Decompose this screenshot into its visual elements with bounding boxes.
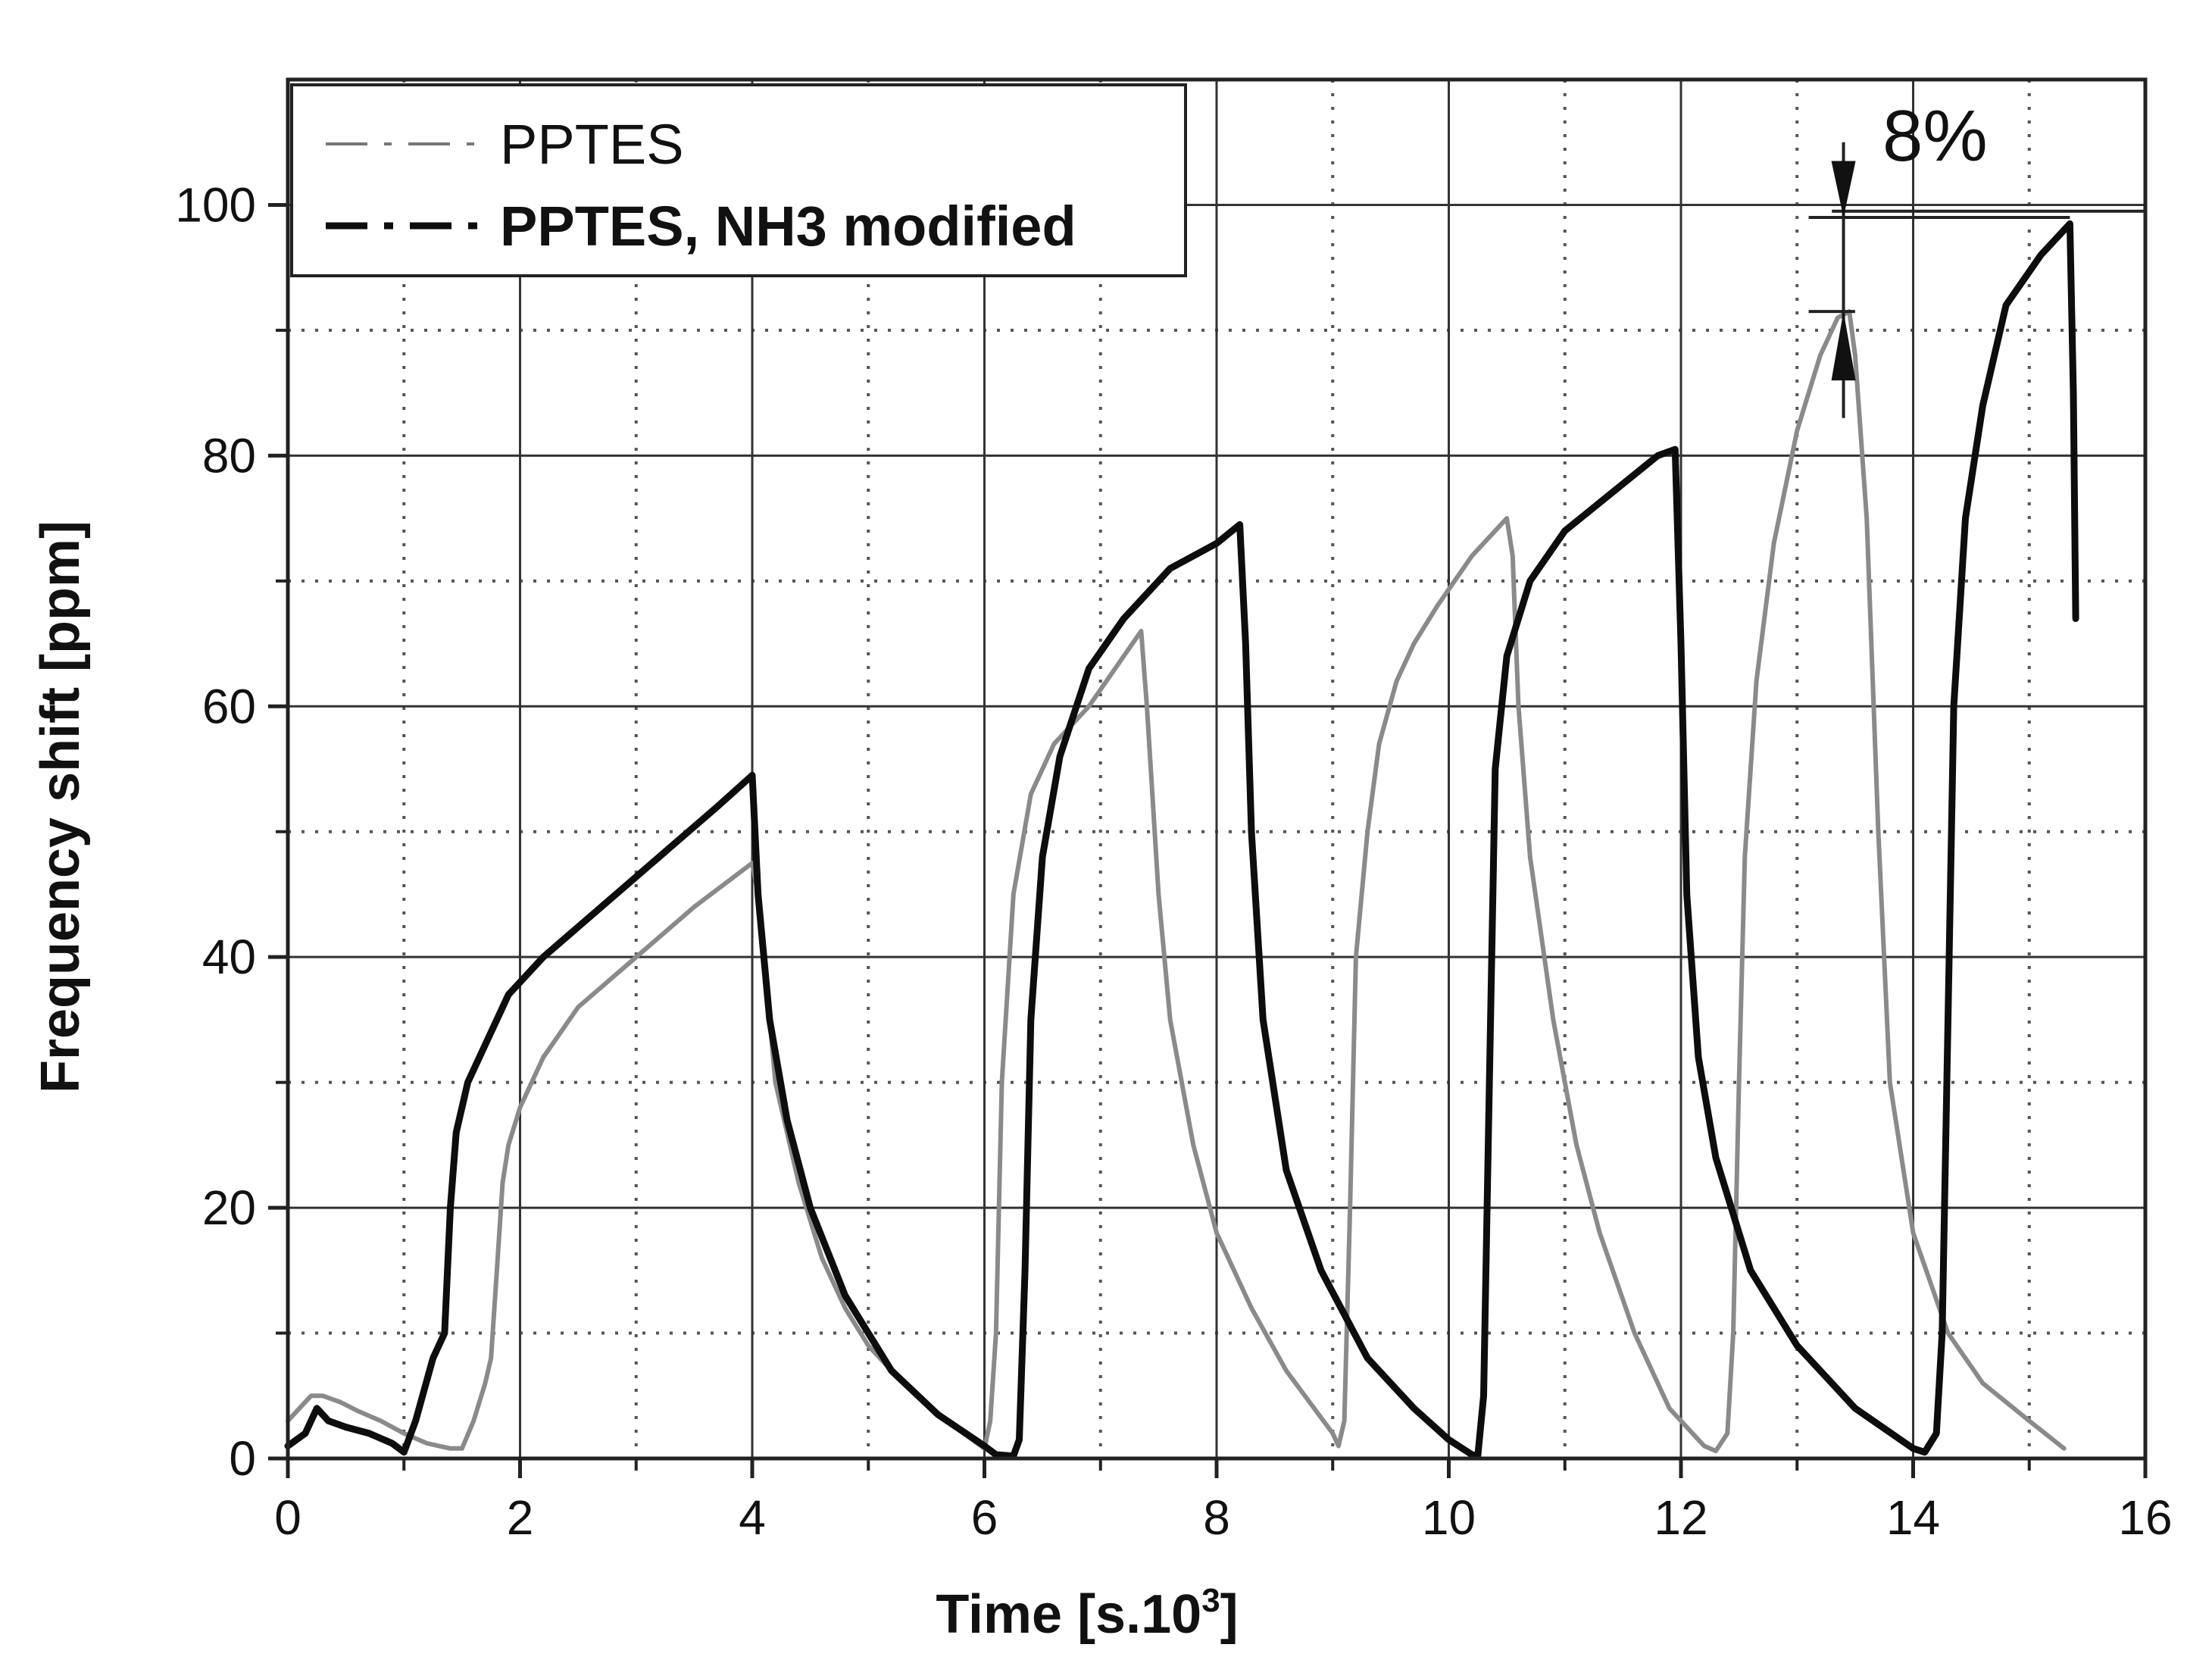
legend-label-pptes: PPTES bbox=[500, 113, 684, 176]
y-tick-label: 60 bbox=[202, 679, 256, 733]
x-tick-label: 6 bbox=[971, 1490, 998, 1545]
x-tick-label: 4 bbox=[739, 1490, 766, 1545]
y-tick-label: 0 bbox=[229, 1431, 256, 1486]
y-axis-title: Frequency shift [ppm] bbox=[30, 521, 91, 1093]
x-tick-label: 0 bbox=[274, 1490, 301, 1545]
y-tick-label: 100 bbox=[175, 177, 256, 232]
annotation-8-percent: 8% bbox=[1882, 95, 1988, 177]
annotation-arrow-down bbox=[1831, 161, 1856, 217]
legend-label-pptes-nh3: PPTES, NH3 modified bbox=[500, 195, 1076, 258]
series-line-pptes bbox=[286, 309, 2067, 1454]
x-tick-label: 8 bbox=[1203, 1490, 1230, 1545]
y-tick-label: 80 bbox=[202, 428, 256, 483]
axis-ticks bbox=[268, 202, 2148, 1478]
annotation-arrow-up bbox=[1831, 311, 1856, 381]
series-layer bbox=[284, 220, 2079, 1460]
annotation-layer bbox=[1808, 142, 2145, 418]
legend: PPTES PPTES, NH3 modified bbox=[290, 83, 1187, 277]
x-tick-label: 10 bbox=[1422, 1490, 1476, 1545]
x-tick-label: 2 bbox=[507, 1490, 534, 1545]
x-tick-label: 14 bbox=[1886, 1490, 1940, 1545]
y-tick-label: 40 bbox=[202, 930, 256, 984]
x-tick-label: 12 bbox=[1654, 1490, 1707, 1545]
y-tick-label: 20 bbox=[202, 1180, 256, 1235]
legend-box bbox=[290, 83, 1187, 277]
x-tick-label: 16 bbox=[2118, 1490, 2172, 1545]
tick-labels: 0 2 4 6 8 10 12 14 16 0 20 40 60 80 100 bbox=[175, 177, 2172, 1545]
series-line-pptes-nh3-modified bbox=[284, 220, 2079, 1460]
x-axis-title: Time [s.103] bbox=[936, 1582, 1238, 1645]
